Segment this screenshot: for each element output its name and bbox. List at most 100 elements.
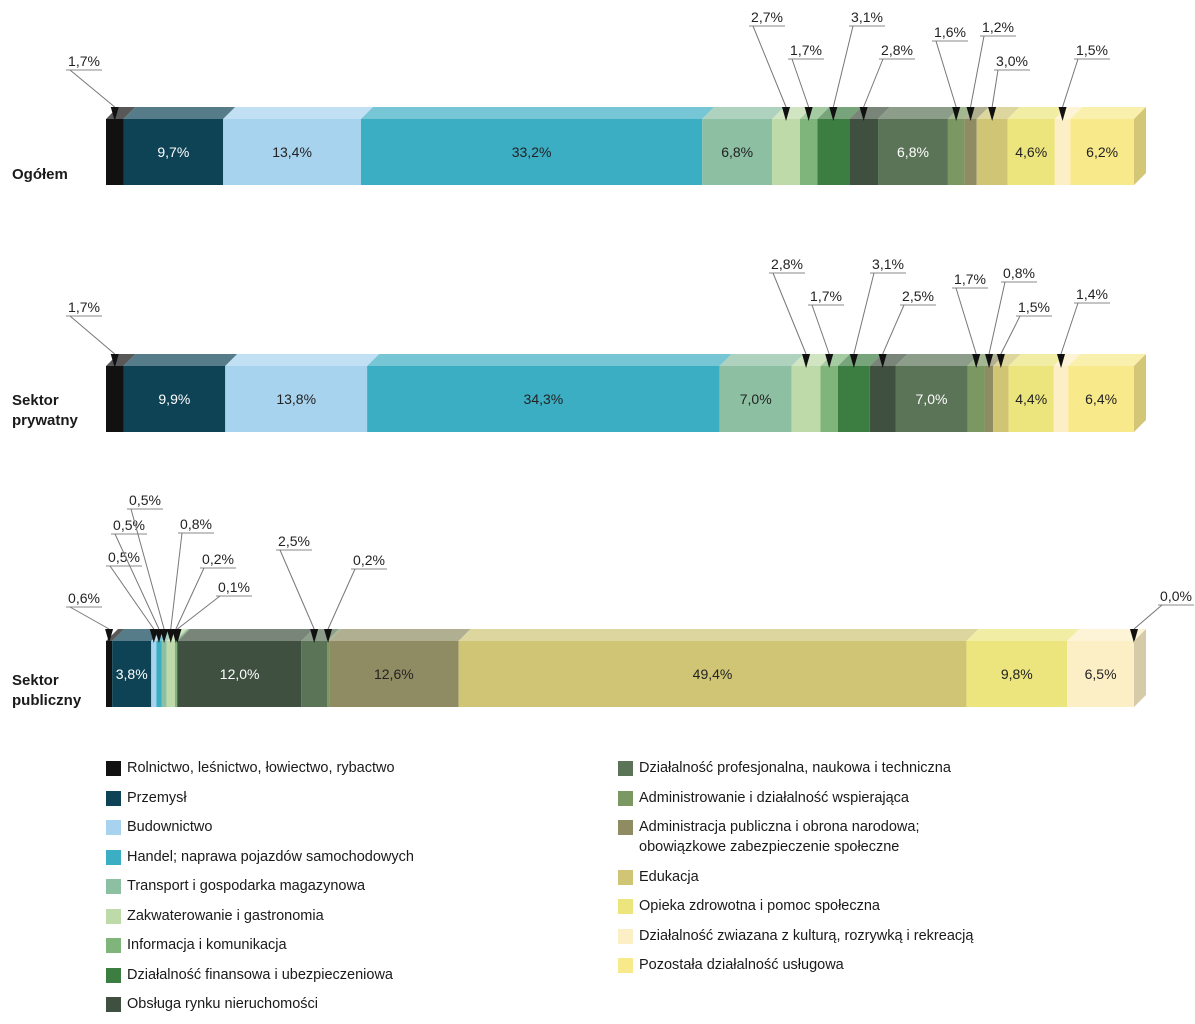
segment-front-face <box>719 366 792 432</box>
legend-swatch <box>106 997 121 1012</box>
bar-segment <box>976 107 1020 185</box>
data-label: 6,4% <box>1085 391 1117 407</box>
callout-label: 1,5% <box>996 299 1052 368</box>
callout-leader <box>1062 58 1079 108</box>
segment-front-face <box>1053 366 1069 432</box>
segment-top-face <box>1068 354 1146 366</box>
callout-arrow <box>110 107 119 121</box>
segment-front-face <box>106 641 113 707</box>
bar-segment <box>327 629 342 707</box>
bar-segment <box>176 629 190 707</box>
data-label: 1,7% <box>810 288 842 304</box>
callout-leader <box>955 287 977 355</box>
legend-item: Działalność finansowa i ubezpieczeniowa <box>106 965 414 985</box>
legend-item: Przemysł <box>106 788 414 808</box>
bar-segment <box>123 107 236 185</box>
segment-front-face <box>176 641 178 707</box>
data-label: 0,5% <box>129 492 161 508</box>
data-label: 3,1% <box>872 256 904 272</box>
bar-segment <box>223 107 373 185</box>
data-label: 9,8% <box>1001 666 1033 682</box>
callout-leader <box>177 595 221 630</box>
legend-label: Rolnictwo, leśnictwo, łowiectwo, rybactw… <box>127 760 395 776</box>
data-label: 1,4% <box>1076 286 1108 302</box>
callout-leader <box>1133 604 1163 630</box>
bar-side-face <box>1134 107 1146 185</box>
legend-item: Działalność profesjonalna, naukowa i tec… <box>618 758 973 778</box>
legend-item: Opieka zdrowotna i pomoc społeczna <box>618 896 973 916</box>
data-label: 6,8% <box>897 144 929 160</box>
segment-top-face <box>177 629 314 641</box>
segment-top-face <box>367 354 732 366</box>
callout-leader <box>970 35 985 108</box>
callout-arrow <box>988 107 997 121</box>
callout-arrow <box>154 629 163 643</box>
callout-label: 2,8% <box>859 42 915 121</box>
stacked-bar-chart: 1,7% 9,7% 13,4% 33,2% 6,8% 2,7% 1,7% 3,1% 2,8% 6,… <box>66 9 1194 707</box>
data-label: 1,7% <box>954 271 986 287</box>
legend-item: Informacja i komunikacja <box>106 935 414 955</box>
callout-leader <box>988 281 1006 355</box>
data-label: 2,8% <box>771 256 803 272</box>
callout-leader <box>811 304 830 355</box>
data-label: 7,0% <box>916 391 948 407</box>
segment-front-face <box>947 119 965 185</box>
bar-segment <box>837 354 882 432</box>
legend-label: Działalność finansowa i ubezpieczeniowa <box>127 966 393 983</box>
data-label: 1,6% <box>934 24 966 40</box>
callout-leader <box>1060 302 1079 355</box>
legend-label: Pozostała działalność usługowa <box>639 957 844 973</box>
segment-top-face <box>106 629 125 641</box>
legend-label: Transport i gospodarka magazynowa <box>127 878 366 894</box>
data-label: 2,5% <box>278 533 310 549</box>
segment-front-face <box>1068 366 1134 432</box>
legend-swatch <box>618 790 633 806</box>
segment-top-face <box>225 354 380 366</box>
legend-col-1: Rolnictwo, leśnictwo, łowiectwo, rybactw… <box>106 758 414 1024</box>
callout-label: 0,1% <box>173 579 252 643</box>
segment-front-face <box>895 366 968 432</box>
callout-leader <box>832 25 854 108</box>
data-label: 1,2% <box>982 19 1014 35</box>
bar-segment <box>772 107 812 185</box>
callout-arrow <box>966 107 975 121</box>
legend-col-2: Działalność profesjonalna, naukowa i tec… <box>618 758 973 985</box>
legend-swatch <box>106 761 121 776</box>
bar-segment <box>106 629 125 707</box>
bar-segment <box>301 629 340 707</box>
legend-swatch <box>106 908 121 924</box>
callout-label: 0,5% <box>111 517 163 643</box>
legend-swatch <box>618 928 633 944</box>
callout-arrow <box>802 354 811 368</box>
legend-item: Obsługa rynku nieruchomości <box>106 994 414 1014</box>
data-label: 1,5% <box>1018 299 1050 315</box>
callout-leader <box>69 69 116 108</box>
callout-label: 2,7% <box>749 9 791 121</box>
data-label: 0,6% <box>68 590 100 606</box>
segment-front-face <box>367 366 720 432</box>
callout-arrow <box>972 354 981 368</box>
segment-front-face <box>772 119 800 185</box>
data-label: 2,5% <box>902 288 934 304</box>
segment-top-face <box>817 107 862 119</box>
data-label: 4,6% <box>1015 144 1047 160</box>
callout-label: 0,8% <box>985 265 1037 368</box>
segment-front-face <box>223 119 361 185</box>
segment-top-face <box>976 107 1020 119</box>
bar-segment <box>1068 354 1146 432</box>
callout-arrow <box>149 629 158 643</box>
data-label: 6,8% <box>721 144 753 160</box>
data-label: 0,8% <box>180 516 212 532</box>
data-label: 0,8% <box>1003 265 1035 281</box>
segment-top-face <box>878 107 960 119</box>
bar-segment <box>360 107 715 185</box>
callout-label: 0,0% <box>1130 588 1194 643</box>
callout-leader <box>327 568 356 630</box>
callout-leader <box>935 40 957 108</box>
legend-swatch <box>618 869 633 885</box>
segment-top-face <box>123 107 236 119</box>
callout-label: 3,1% <box>849 256 906 368</box>
segment-front-face <box>869 366 896 432</box>
data-label: 6,2% <box>1086 144 1118 160</box>
callout-leader <box>175 567 205 630</box>
